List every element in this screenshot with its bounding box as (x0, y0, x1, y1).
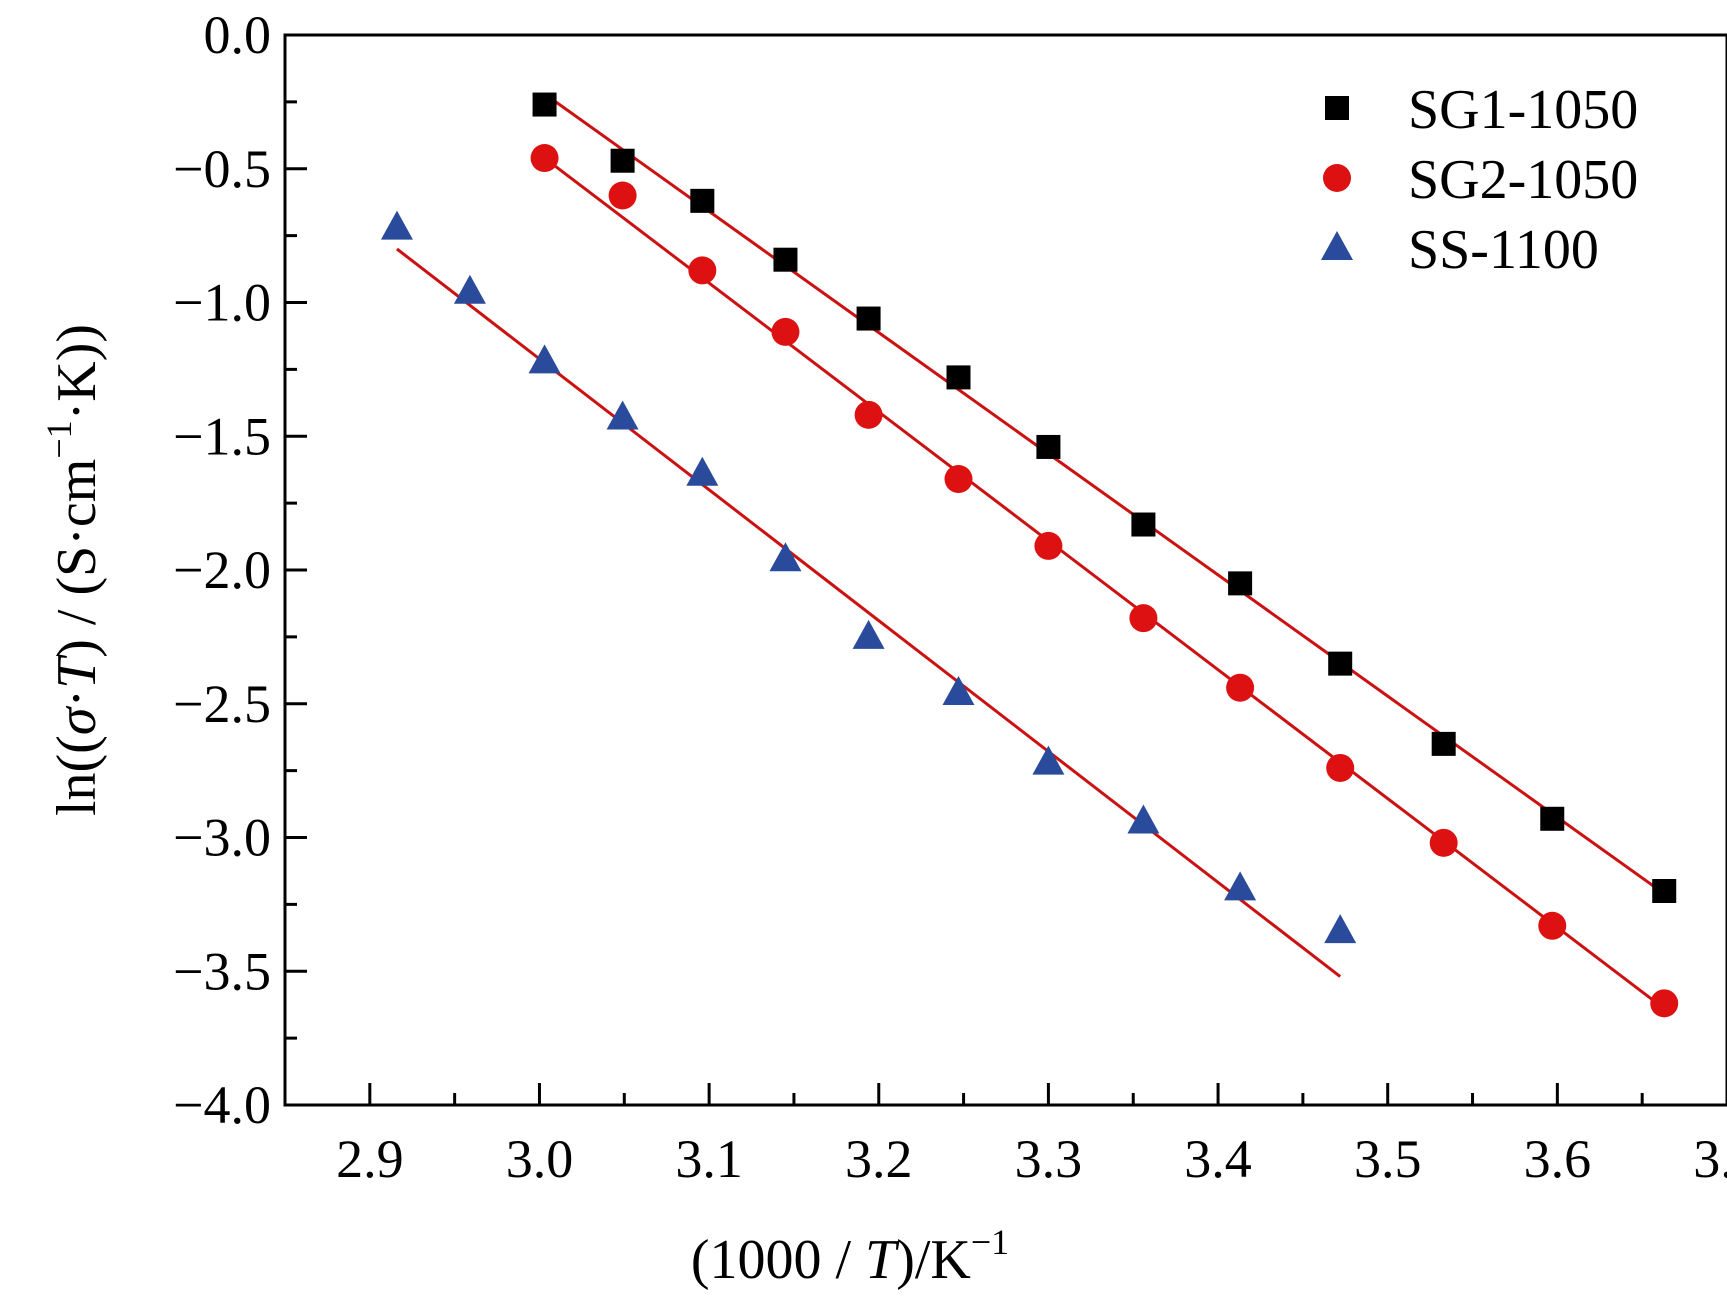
data-point-sg1-1050 (532, 92, 557, 117)
data-point-ss-1100 (769, 542, 802, 572)
data-point-sg2-1050 (1650, 989, 1679, 1018)
x-tick-label: 3.4 (1184, 1129, 1252, 1189)
data-point-ss-1100 (852, 619, 885, 649)
x-tick-label: 3.6 (1524, 1129, 1592, 1189)
x-axis-title: (1000 / T)/K−1 (691, 1222, 1009, 1291)
data-point-sg2-1050 (1538, 911, 1567, 940)
data-point-sg1-1050 (610, 148, 635, 173)
data-points (380, 92, 1679, 1018)
data-point-sg1-1050 (1036, 434, 1061, 459)
y-tick-label: −2.0 (173, 540, 271, 600)
data-point-ss-1100 (686, 456, 719, 486)
y-tick-label: −3.0 (173, 808, 271, 868)
data-point-sg1-1050 (1328, 651, 1353, 676)
data-point-ss-1100 (1224, 871, 1257, 901)
axis-ticks: 2.9 3.0 3.1 3.2 3.3 3.4 3.5 3.6 3.7 0.0 −0.5 −1.0 −1… (173, 5, 1727, 1189)
legend-label: SG2-1050 (1408, 149, 1638, 211)
data-point-ss-1100 (380, 210, 413, 240)
fit-line-sg2-1050 (543, 156, 1666, 1010)
data-point-sg2-1050 (771, 317, 800, 346)
legend-label: SG1-1050 (1408, 79, 1638, 141)
data-point-ss-1100 (1324, 914, 1357, 944)
data-point-ss-1100 (1127, 804, 1160, 834)
data-point-sg1-1050 (856, 306, 881, 331)
data-point-sg2-1050 (1034, 531, 1063, 560)
y-tick-label: −1.0 (173, 273, 271, 333)
data-point-sg1-1050 (1228, 571, 1253, 596)
x-tick-label: 3.2 (845, 1129, 913, 1189)
legend-marker-sg1-1050 (1325, 96, 1349, 120)
x-tick-label: 3.7 (1693, 1129, 1727, 1189)
y-tick-label: −0.5 (173, 139, 271, 199)
legend: SG1-1050 SG2-1050 SS-1100 (1321, 79, 1638, 281)
data-point-sg2-1050 (944, 465, 973, 494)
data-point-ss-1100 (606, 400, 639, 430)
data-point-ss-1100 (453, 274, 486, 304)
data-point-sg2-1050 (1129, 604, 1158, 633)
data-point-sg1-1050 (1131, 512, 1156, 537)
data-point-sg1-1050 (773, 247, 798, 272)
x-tick-label: 3.0 (506, 1129, 574, 1189)
data-point-sg2-1050 (608, 181, 637, 210)
data-point-ss-1100 (528, 344, 561, 374)
y-axis-title: ln((σ·T) / (S·cm−1·K)) (39, 324, 108, 816)
data-point-sg1-1050 (946, 365, 971, 390)
y-tick-label: −3.5 (173, 941, 271, 1001)
y-tick-label: −1.5 (173, 406, 271, 466)
data-point-sg1-1050 (1652, 879, 1677, 903)
x-tick-label: 3.5 (1354, 1129, 1422, 1189)
x-tick-label: 2.9 (336, 1129, 404, 1189)
y-tick-label: 0.0 (204, 5, 272, 65)
x-tick-label: 3.3 (1015, 1129, 1083, 1189)
data-point-sg2-1050 (1226, 673, 1255, 702)
legend-marker-ss-1100 (1321, 231, 1353, 260)
data-point-sg1-1050 (690, 188, 715, 213)
data-point-ss-1100 (942, 676, 975, 706)
x-tick-label: 3.1 (675, 1129, 743, 1189)
data-point-sg2-1050 (854, 400, 883, 429)
legend-marker-sg2-1050 (1323, 164, 1351, 192)
data-point-sg2-1050 (1429, 828, 1458, 857)
y-tick-label: −2.5 (173, 674, 271, 734)
data-point-sg1-1050 (1431, 731, 1456, 756)
data-point-ss-1100 (1032, 745, 1065, 775)
data-point-sg2-1050 (688, 256, 717, 285)
data-point-sg2-1050 (1326, 753, 1355, 782)
y-tick-label: −4.0 (173, 1075, 271, 1135)
fit-line-sg1-1050 (543, 92, 1666, 895)
legend-label: SS-1100 (1408, 219, 1599, 281)
data-point-sg2-1050 (530, 144, 559, 173)
data-point-sg1-1050 (1540, 806, 1565, 831)
